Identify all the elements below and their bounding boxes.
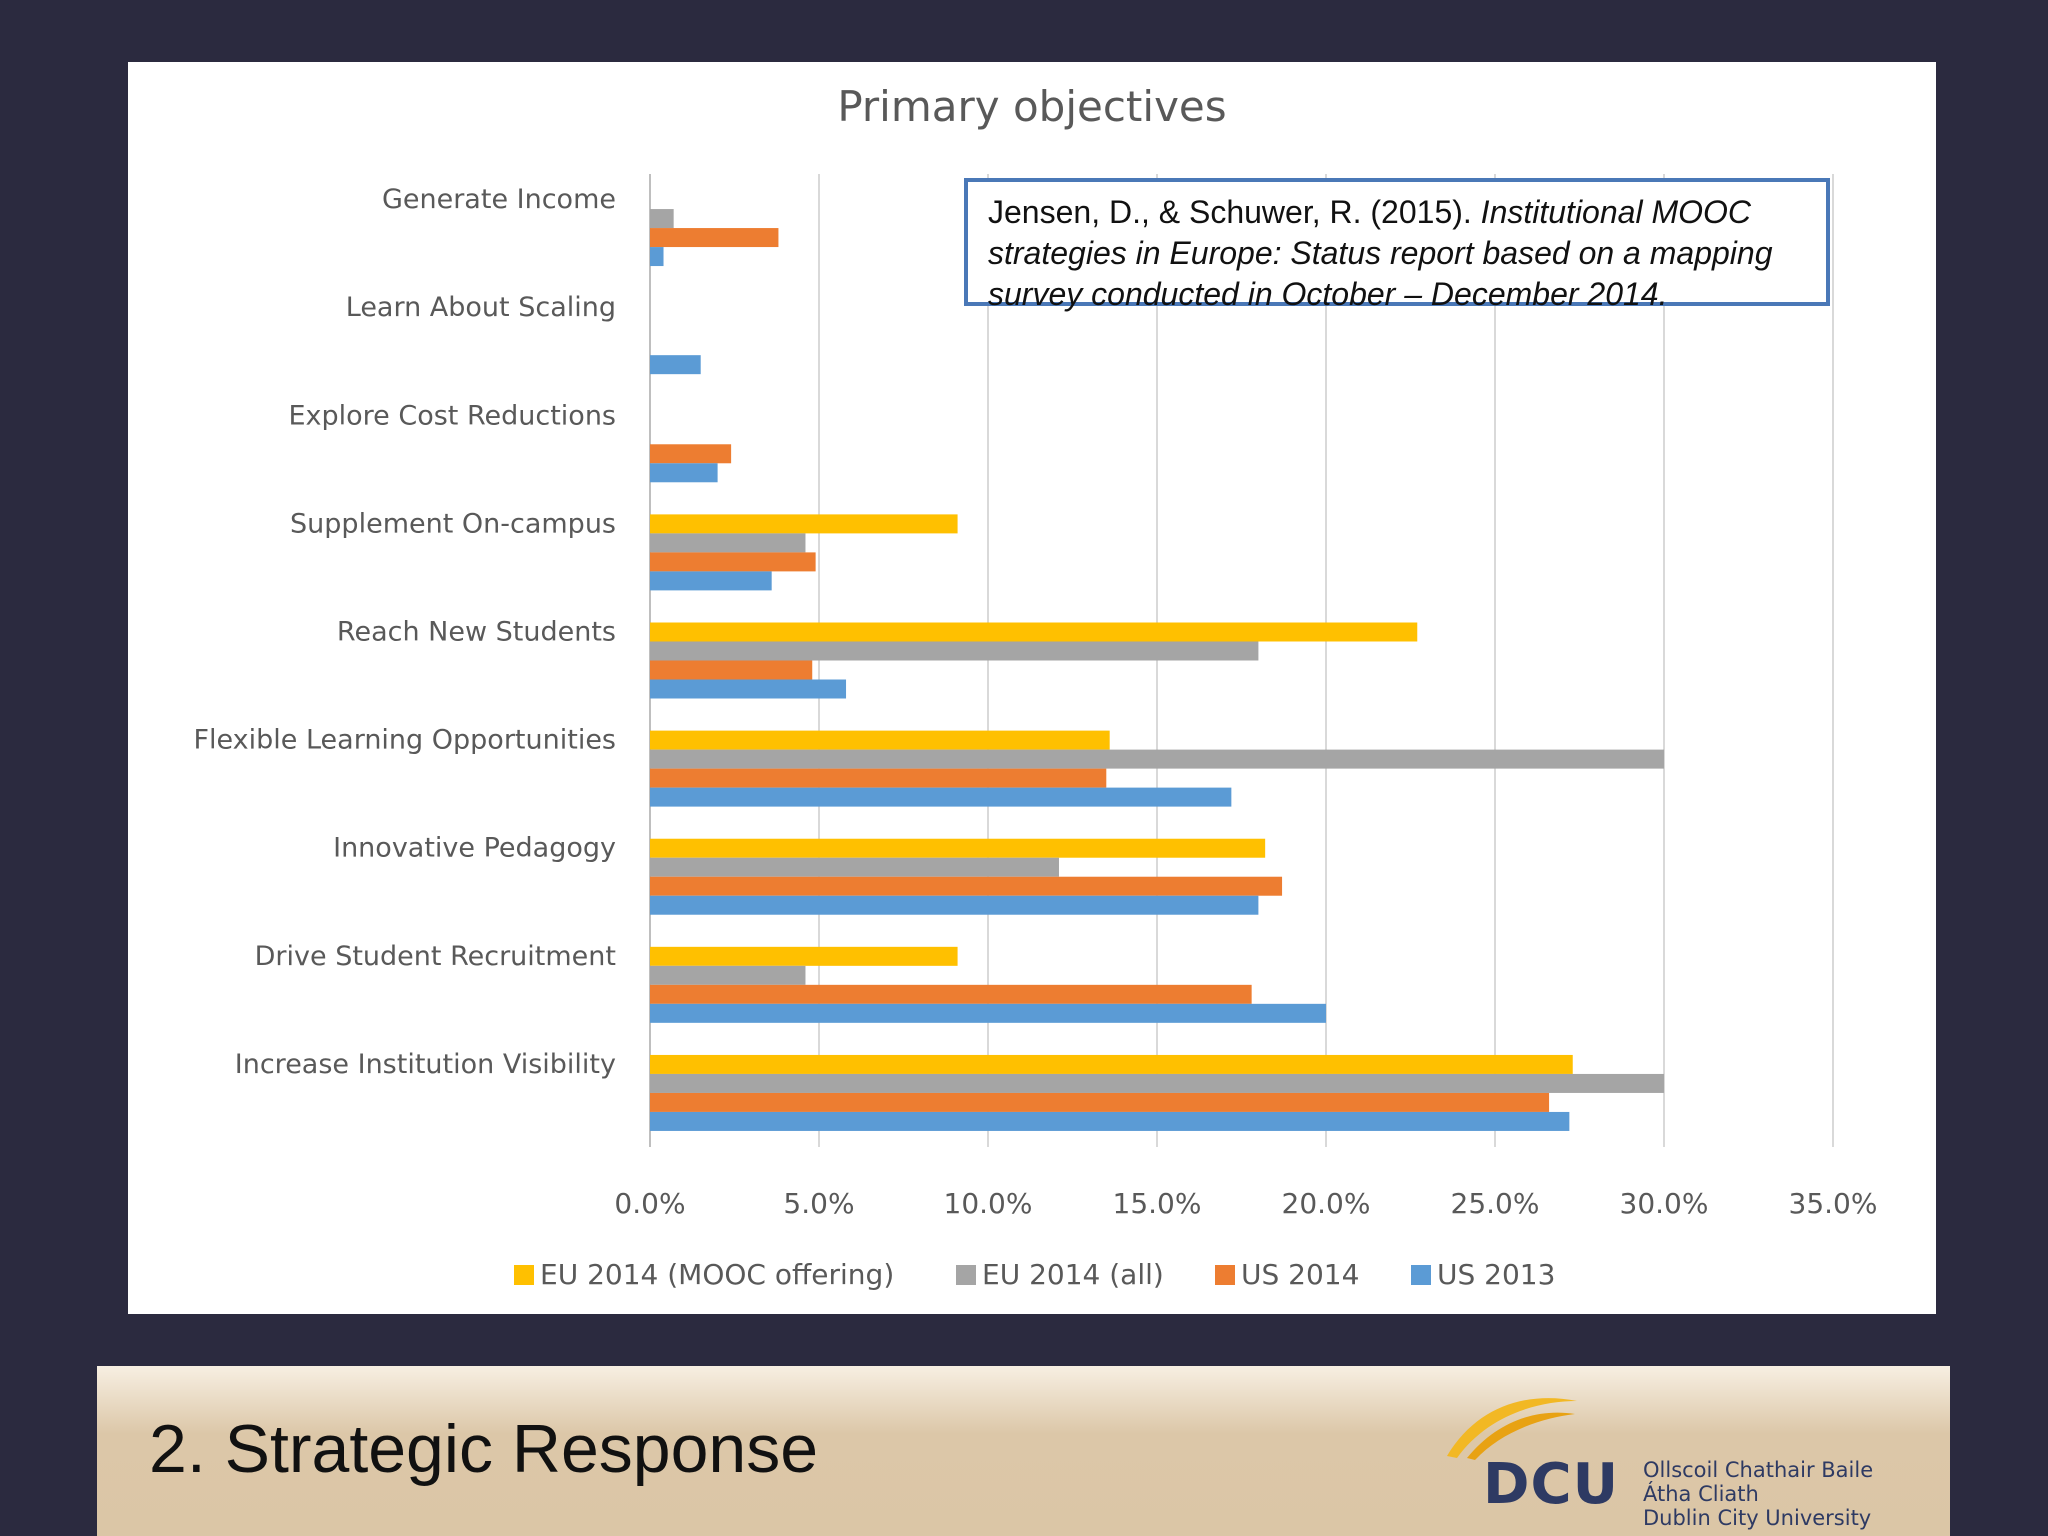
slide-title: 2. Strategic Response [149, 1411, 819, 1487]
chart-panel: 0.0% 5.0% 10.0% 15.0% 20.0% 25.0% 30.0% 35.0% Ge… [128, 62, 1936, 1314]
bar [650, 660, 813, 680]
bar [650, 355, 701, 375]
x-tick-label: 30.0% [1620, 1187, 1709, 1220]
bar [650, 641, 1259, 661]
bar [650, 571, 772, 591]
bar [650, 876, 1283, 896]
legend-swatch [1215, 1265, 1235, 1285]
logo-subtitle: Ollscoil Chathair Baile Átha Cliath Dubl… [1643, 1458, 1917, 1530]
citation-title: Institutional MOOC strategies in Europe:… [988, 194, 1773, 312]
legend-label: EU 2014 (MOOC offering) [540, 1258, 894, 1291]
category-label: Explore Cost Reductions [288, 400, 616, 431]
bar [650, 228, 779, 248]
chart-title: Primary objectives [837, 82, 1227, 131]
x-tick-label: 25.0% [1451, 1187, 1540, 1220]
bar [650, 1054, 1573, 1074]
bar [650, 463, 718, 483]
category-label: Supplement On-campus [290, 508, 616, 539]
legend-label: US 2013 [1437, 1258, 1555, 1291]
bar [650, 946, 958, 966]
logo-text: DCU [1483, 1452, 1620, 1517]
bar [650, 444, 732, 464]
legend-swatch [514, 1265, 534, 1285]
bar [650, 622, 1418, 642]
bar [650, 984, 1252, 1004]
bar [650, 209, 674, 229]
bar [650, 514, 958, 534]
logo-line-irish: Ollscoil Chathair Baile Átha Cliath [1643, 1458, 1874, 1506]
x-tick-label: 15.0% [1113, 1187, 1202, 1220]
bar-chart: 0.0% 5.0% 10.0% 15.0% 20.0% 25.0% 30.0% 35.0% Ge… [193, 174, 1878, 1291]
bar [650, 1092, 1550, 1112]
bar [650, 768, 1107, 788]
category-label: Increase Institution Visibility [235, 1049, 616, 1080]
legend-swatch [956, 1265, 976, 1285]
category-label: Flexible Learning Opportunities [193, 725, 616, 756]
bar [650, 895, 1259, 915]
bar [650, 247, 664, 267]
x-tick-label: 0.0% [614, 1187, 685, 1220]
bar [650, 787, 1232, 807]
footer-bar: 2. Strategic Response DCU Ollscoil Chath… [97, 1366, 1950, 1536]
category-label: Generate Income [382, 184, 616, 215]
legend-label: US 2014 [1241, 1258, 1359, 1291]
bar [650, 857, 1059, 877]
bar [650, 1111, 1570, 1131]
x-tick-label: 35.0% [1789, 1187, 1878, 1220]
category-label: Reach New Students [337, 617, 616, 648]
logo-line-english: Dublin City University [1643, 1506, 1872, 1530]
bar [650, 552, 816, 572]
category-label: Learn About Scaling [346, 292, 616, 323]
legend-label: EU 2014 (all) [982, 1258, 1164, 1291]
bar [650, 965, 806, 985]
category-label: Innovative Pedagogy [333, 833, 616, 864]
bar [650, 838, 1266, 858]
dcu-logo: DCU Ollscoil Chathair Baile Átha Cliath … [1377, 1386, 1917, 1530]
x-tick-label: 5.0% [783, 1187, 854, 1220]
bar [650, 679, 847, 699]
bar [650, 1073, 1664, 1093]
citation-box: Jensen, D., & Schuwer, R. (2015). Instit… [964, 178, 1830, 312]
x-tick-label: 20.0% [1282, 1187, 1371, 1220]
bar [650, 1003, 1326, 1023]
logo-swoosh-icon [1447, 1398, 1577, 1460]
category-label: Drive Student Recruitment [255, 941, 616, 972]
legend-swatch [1411, 1265, 1431, 1285]
bar [650, 533, 806, 553]
bar [650, 730, 1110, 750]
bar [650, 749, 1664, 769]
x-tick-label: 10.0% [944, 1187, 1033, 1220]
citation-authors: Jensen, D., & Schuwer, R. (2015). [988, 194, 1481, 230]
